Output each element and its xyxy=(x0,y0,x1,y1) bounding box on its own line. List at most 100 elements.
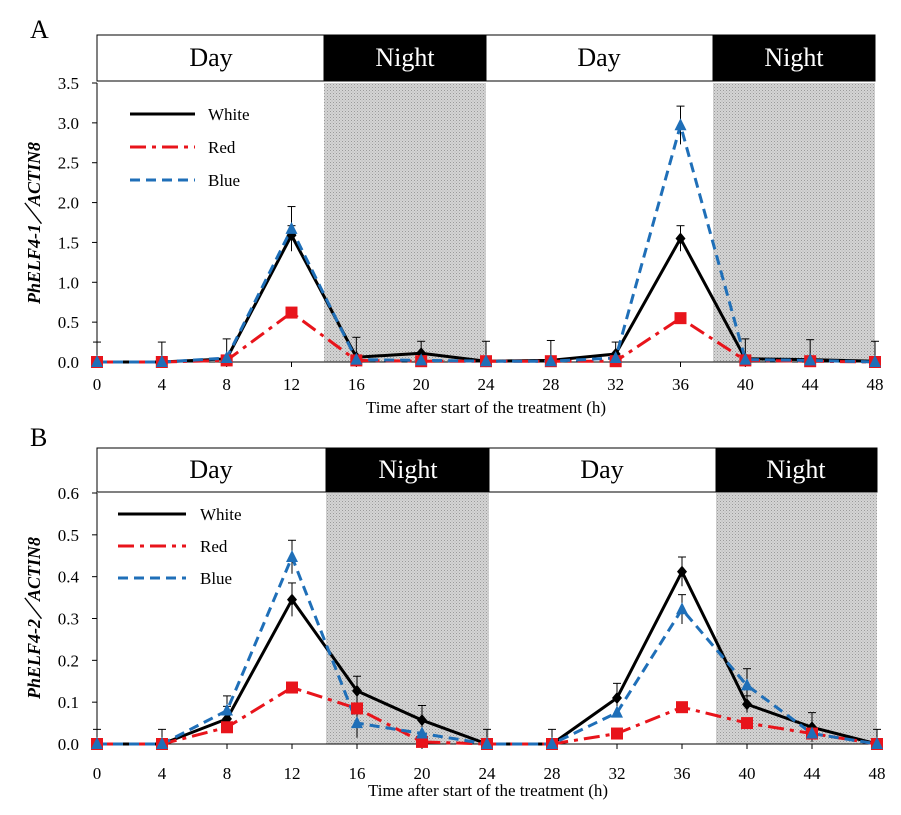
night-shade-a xyxy=(324,83,875,362)
panel-label-b: B xyxy=(30,423,47,452)
y-tick-label-a: 2.0 xyxy=(58,194,79,213)
x-tick-label-a: 8 xyxy=(222,375,231,394)
data-point-blue-b xyxy=(156,737,168,749)
data-point-white-b xyxy=(677,565,687,578)
x-tick-label-b: 44 xyxy=(804,764,822,783)
legend-item-red-b: Red xyxy=(118,537,228,556)
x-axis-label-b: Time after start of the treatment (h) xyxy=(368,781,608,800)
y-tick-label-b: 0.0 xyxy=(58,735,79,754)
phase-box-b-2 xyxy=(488,447,717,493)
x-tick-label-b: 4 xyxy=(158,764,167,783)
data-point-red-b xyxy=(611,727,623,740)
data-point-blue-a xyxy=(609,351,622,364)
phase-box-b-0 xyxy=(96,447,327,493)
y-tick-label-b: 0.5 xyxy=(58,526,79,545)
x-tick-label-b: 40 xyxy=(739,764,756,783)
x-tick-label-b: 48 xyxy=(869,764,886,783)
phase-a-1: Night xyxy=(323,34,487,82)
x-tick-label-b: 0 xyxy=(93,764,102,783)
phase-box-a-1 xyxy=(323,34,487,82)
x-tick-label-b: 36 xyxy=(674,764,691,783)
data-point-blue-a xyxy=(674,118,687,131)
data-point-blue-a xyxy=(220,351,233,364)
night-shade-b xyxy=(326,493,877,744)
y-tick-label-a: 0.0 xyxy=(58,353,79,372)
night-shade-a-2 xyxy=(713,83,875,362)
x-tick-label-a: 36 xyxy=(672,375,689,394)
x-tick-label-a: 4 xyxy=(158,375,167,394)
data-point-blue-a xyxy=(285,221,298,234)
phase-b-1: Night xyxy=(325,447,490,493)
phase-label-a-0: Day xyxy=(189,43,232,72)
x-tick-label-b: 16 xyxy=(349,764,366,783)
panel-label-a: A xyxy=(30,15,49,44)
phase-label-b-1: Night xyxy=(378,455,438,484)
plot-area-a: 0.00.51.01.52.02.53.03.50 4 8 12 16 20 24 28 32 3… xyxy=(58,74,884,394)
legend-item-white-b: White xyxy=(118,505,242,524)
phase-b-3: Night xyxy=(715,447,878,493)
x-tick-label-b: 24 xyxy=(479,764,497,783)
data-point-white-b xyxy=(287,593,297,606)
panel-b: B Day Night Day Night 0.0 0.1 0.2 0.3 0.4 0 xyxy=(24,423,886,800)
data-point-blue-a xyxy=(804,353,817,366)
y-tick-label-b: 0.2 xyxy=(58,651,79,670)
legend-item-blue-b: Blue xyxy=(118,569,232,588)
x-tick-label-a: 24 xyxy=(478,375,496,394)
phase-bar-b: Day Night Day Night xyxy=(96,447,878,493)
data-point-red-a xyxy=(674,312,687,325)
phase-label-a-3: Night xyxy=(764,43,824,72)
x-tick-label-a: 28 xyxy=(542,375,559,394)
x-tick-label-a: 44 xyxy=(802,375,820,394)
phase-label-a-1: Night xyxy=(375,43,435,72)
x-tick-label-b: 32 xyxy=(609,764,626,783)
data-point-blue-a xyxy=(739,352,752,365)
phase-box-a-3 xyxy=(712,34,876,82)
data-point-blue-b xyxy=(91,737,103,749)
data-point-red-b xyxy=(221,721,233,734)
x-tick-label-a: 0 xyxy=(93,375,102,394)
phase-a-0: Day xyxy=(96,34,325,82)
night-shade-a-1 xyxy=(324,83,486,362)
x-tick-label-a: 40 xyxy=(737,375,754,394)
x-tick-label-a: 48 xyxy=(867,375,884,394)
legend-label-white-a: White xyxy=(208,105,250,124)
data-point-blue-a xyxy=(415,353,428,366)
x-tick-label-b: 12 xyxy=(284,764,301,783)
data-point-white-b xyxy=(742,698,752,711)
data-point-white-b xyxy=(417,714,427,727)
data-point-blue-b xyxy=(676,602,688,615)
phase-box-a-0 xyxy=(96,34,325,82)
phase-label-b-2: Day xyxy=(580,455,623,484)
data-point-white-b xyxy=(352,684,362,697)
phase-a-3: Night xyxy=(712,34,876,82)
legend-a: White Red Blue xyxy=(130,105,250,190)
y-tick-label-b: 0.4 xyxy=(58,568,80,587)
data-point-red-b xyxy=(741,717,753,730)
y-axis-label-a: PhELF4-1／ACTIN8 xyxy=(24,142,44,305)
data-point-red-b xyxy=(286,681,298,694)
phase-label-b-3: Night xyxy=(766,455,826,484)
x-tick-label-a: 20 xyxy=(413,375,430,394)
data-point-blue-b xyxy=(481,737,493,749)
data-point-blue-b xyxy=(351,716,363,729)
phase-label-b-0: Day xyxy=(189,455,232,484)
plot-area-b: 0.00.10.20.30.40.50.60 4 8 12 16 20 24 28 32 36 40… xyxy=(58,484,886,783)
phase-box-b-3 xyxy=(715,447,878,493)
y-tick-label-b: 0.3 xyxy=(58,610,79,629)
panel-a: A Day Night Day Night 0.00.51.01.52.02 xyxy=(24,15,884,417)
y-tick-label-a: 1.0 xyxy=(58,273,79,292)
legend-item-blue-a: Blue xyxy=(130,171,240,190)
data-point-blue-b xyxy=(871,737,883,749)
phase-box-a-2 xyxy=(485,34,714,82)
data-point-blue-b xyxy=(806,726,818,739)
data-point-blue-b xyxy=(546,737,558,749)
legend-label-white-b: White xyxy=(200,505,242,524)
y-tick-label-b: 0.1 xyxy=(58,693,79,712)
data-point-blue-a xyxy=(91,355,103,367)
data-point-blue-a xyxy=(480,354,492,367)
legend-b: White Red Blue xyxy=(118,505,242,588)
night-shade-b-1 xyxy=(326,493,489,744)
data-point-blue-a xyxy=(155,355,168,367)
data-point-blue-a xyxy=(350,352,363,365)
